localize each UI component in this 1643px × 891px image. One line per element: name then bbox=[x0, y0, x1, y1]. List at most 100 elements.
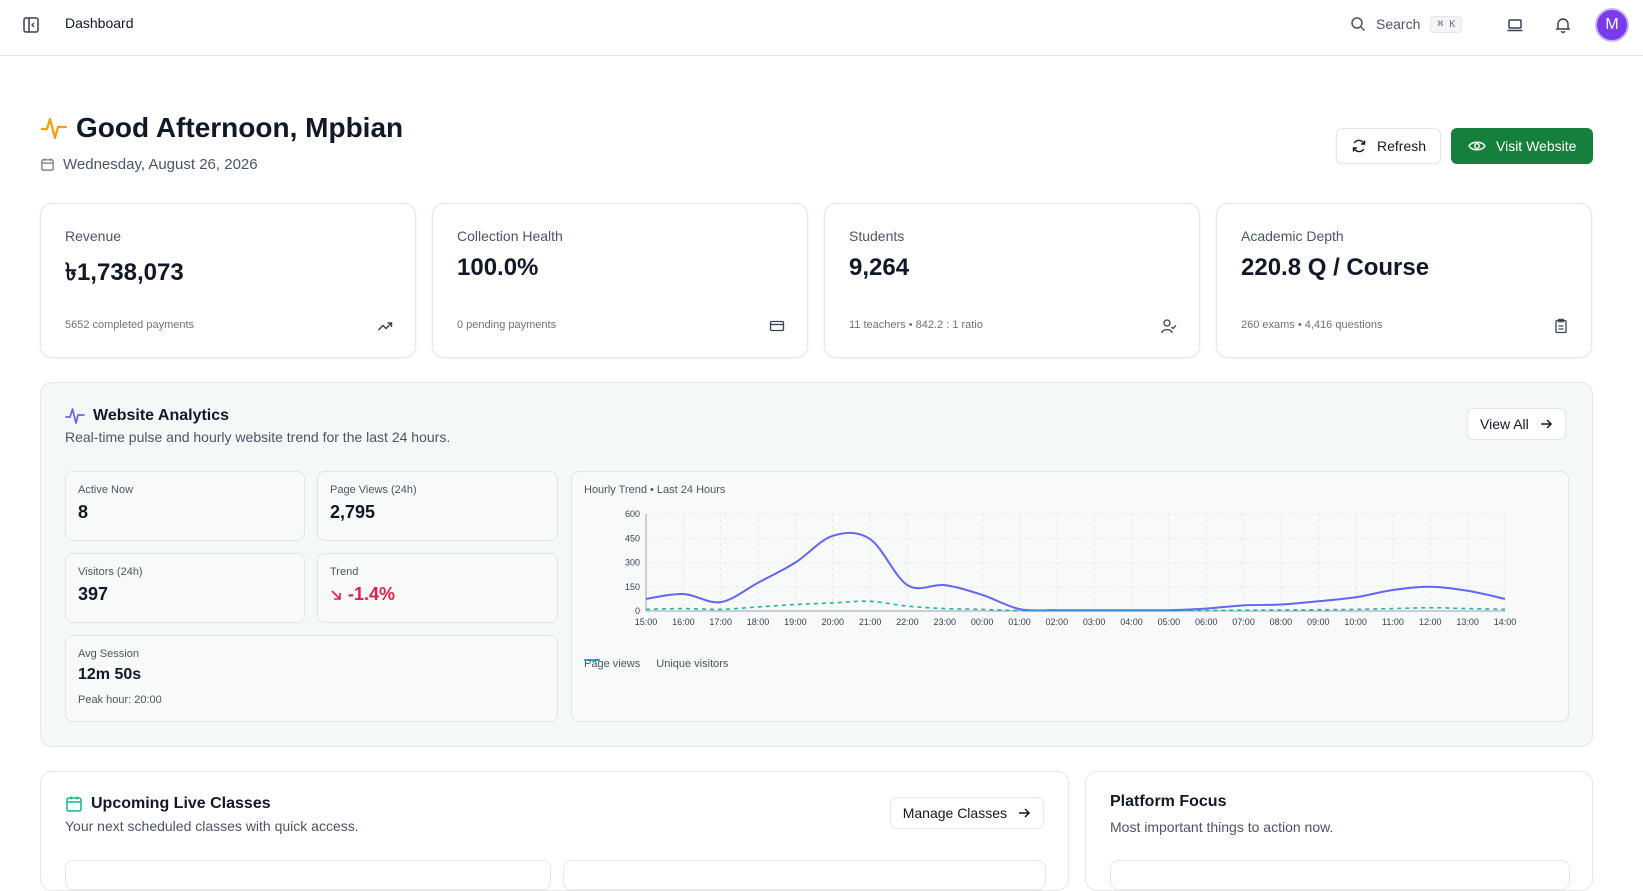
analytics-subtitle: Real-time pulse and hourly website trend… bbox=[65, 429, 451, 445]
metric-label: Avg Session bbox=[78, 648, 139, 660]
analytics-title: Website Analytics bbox=[65, 406, 229, 426]
chart-canvas: 0 150 300 450 600 15:00 16:00 17:00 18:00 19:00 20… bbox=[625, 509, 1517, 627]
peak-hour: Peak hour: 20:00 bbox=[78, 694, 162, 706]
refresh-label: Refresh bbox=[1377, 138, 1427, 154]
current-date: Wednesday, August 26, 2026 bbox=[40, 156, 258, 173]
manage-classes-button[interactable]: Manage Classes bbox=[889, 797, 1044, 829]
hourly-trend-chart: Hourly Trend • Last 24 Hours 0 150 300 450 6… bbox=[571, 471, 1569, 722]
view-all-label: View All bbox=[1480, 416, 1529, 432]
credit-card-icon bbox=[769, 320, 785, 332]
top-bar: Dashboard Search ⌘ K M bbox=[0, 0, 1643, 56]
x-tick-label: 15:00 bbox=[635, 617, 658, 627]
stat-label: Collection Health bbox=[457, 228, 563, 244]
metric-value: 12m 50s bbox=[78, 666, 142, 683]
clipboard-icon bbox=[1555, 318, 1567, 334]
avatar[interactable]: M bbox=[1595, 8, 1629, 42]
x-tick-label: 18:00 bbox=[747, 617, 770, 627]
greeting-title: Good Afternoon, Mpbian bbox=[76, 112, 404, 143]
trend-value: -1.4% bbox=[348, 584, 396, 604]
stat-label: Students bbox=[849, 228, 905, 244]
bell-icon[interactable] bbox=[1554, 16, 1572, 34]
laptop-icon[interactable] bbox=[1506, 16, 1524, 34]
focus-title: Platform Focus bbox=[1110, 793, 1227, 810]
x-tick-label: 13:00 bbox=[1456, 617, 1479, 627]
x-tick-label: 00:00 bbox=[971, 617, 994, 627]
manage-classes-label: Manage Classes bbox=[902, 805, 1007, 821]
class-card[interactable] bbox=[65, 860, 551, 890]
y-tick-label: 0 bbox=[635, 606, 640, 616]
visit-website-button[interactable]: Visit Website bbox=[1451, 128, 1594, 164]
x-tick-label: 07:00 bbox=[1232, 617, 1255, 627]
x-tick-label: 02:00 bbox=[1046, 617, 1069, 627]
stat-card-collection-health: Collection Health 100.0% 0 pending payme… bbox=[432, 203, 808, 358]
dashed-line-icon bbox=[584, 659, 600, 661]
x-tick-label: 21:00 bbox=[859, 617, 882, 627]
view-all-button[interactable]: View All bbox=[1467, 408, 1566, 440]
website-analytics-panel: Website Analytics Real-time pulse and ho… bbox=[40, 382, 1593, 747]
legend-label: Unique visitors bbox=[656, 658, 729, 670]
y-tick-label: 600 bbox=[625, 509, 640, 519]
arrow-down-right-icon bbox=[331, 589, 341, 600]
chart-title: Hourly Trend • Last 24 Hours bbox=[584, 484, 726, 496]
search-button[interactable]: Search ⌘ K bbox=[1350, 13, 1463, 35]
series-line-page-views bbox=[645, 531, 1506, 612]
x-tick-label: 22:00 bbox=[896, 617, 919, 627]
y-tick-label: 150 bbox=[625, 582, 640, 592]
y-tick-label: 300 bbox=[625, 558, 640, 568]
metric-page-views: Page Views (24h) 2,795 bbox=[317, 471, 558, 541]
visit-website-label: Visit Website bbox=[1496, 138, 1577, 154]
x-tick-label: 10:00 bbox=[1344, 617, 1367, 627]
series-line-unique-visitors bbox=[645, 600, 1506, 612]
stat-subtext: 260 exams • 4,416 questions bbox=[1241, 319, 1383, 331]
stat-value: 100.0% bbox=[457, 254, 539, 281]
chart-legend: Page views Unique visitors bbox=[584, 658, 728, 670]
stat-subtext: 11 teachers • 842.2 : 1 ratio bbox=[849, 319, 983, 331]
eye-icon bbox=[1468, 141, 1486, 151]
y-tick-label: 450 bbox=[625, 533, 640, 543]
x-tick-label: 14:00 bbox=[1494, 617, 1517, 627]
focus-item[interactable] bbox=[1110, 860, 1570, 890]
stat-value: 220.8 Q / Course bbox=[1241, 254, 1430, 281]
stat-value: 9,264 bbox=[849, 254, 910, 281]
metric-value: -1.4% bbox=[330, 584, 395, 605]
x-tick-label: 12:00 bbox=[1419, 617, 1442, 627]
metric-value: 8 bbox=[78, 502, 89, 522]
x-tick-label: 23:00 bbox=[934, 617, 957, 627]
class-card[interactable] bbox=[563, 860, 1046, 890]
refresh-button[interactable]: Refresh bbox=[1336, 128, 1442, 164]
x-tick-label: 08:00 bbox=[1270, 617, 1293, 627]
upcoming-classes-panel: Upcoming Live Classes Your next schedule… bbox=[40, 771, 1069, 891]
stat-card-revenue: Revenue ৳1,738,073 5652 completed paymen… bbox=[40, 203, 416, 358]
x-tick-label: 16:00 bbox=[672, 617, 695, 627]
metric-label: Trend bbox=[330, 566, 359, 578]
stat-label: Revenue bbox=[65, 228, 122, 244]
x-tick-label: 17:00 bbox=[709, 617, 732, 627]
stat-value: ৳1,738,073 bbox=[65, 259, 184, 286]
sidebar-toggle-icon[interactable] bbox=[22, 16, 40, 34]
x-tick-label: 20:00 bbox=[821, 617, 844, 627]
metric-label: Page Views (24h) bbox=[330, 484, 417, 496]
user-check-icon bbox=[1161, 319, 1177, 334]
metric-label: Visitors (24h) bbox=[78, 566, 143, 578]
metric-value: 397 bbox=[78, 584, 109, 604]
x-tick-label: 06:00 bbox=[1195, 617, 1218, 627]
search-shortcut: ⌘ K bbox=[1430, 15, 1463, 33]
legend-item-unique-visitors[interactable]: Unique visitors bbox=[584, 658, 729, 670]
calendar-icon bbox=[66, 796, 82, 812]
stat-label: Academic Depth bbox=[1241, 228, 1344, 244]
metric-trend: Trend -1.4% bbox=[317, 553, 558, 623]
arrow-right-icon bbox=[1019, 808, 1031, 818]
refresh-icon bbox=[1352, 139, 1366, 153]
x-tick-label: 11:00 bbox=[1382, 617, 1404, 627]
activity-icon bbox=[40, 117, 68, 140]
x-tick-label: 03:00 bbox=[1083, 617, 1106, 627]
page-title: Dashboard bbox=[65, 15, 134, 31]
search-label: Search bbox=[1376, 16, 1421, 32]
stat-subtext: 0 pending payments bbox=[457, 319, 557, 331]
focus-subtitle: Most important things to action now. bbox=[1110, 819, 1334, 835]
analytics-title-text: Website Analytics bbox=[93, 407, 230, 424]
metric-visitors: Visitors (24h) 397 bbox=[65, 553, 305, 623]
classes-subtitle: Your next scheduled classes with quick a… bbox=[65, 818, 359, 834]
date-text: Wednesday, August 26, 2026 bbox=[63, 156, 258, 173]
metric-label: Active Now bbox=[78, 484, 134, 496]
